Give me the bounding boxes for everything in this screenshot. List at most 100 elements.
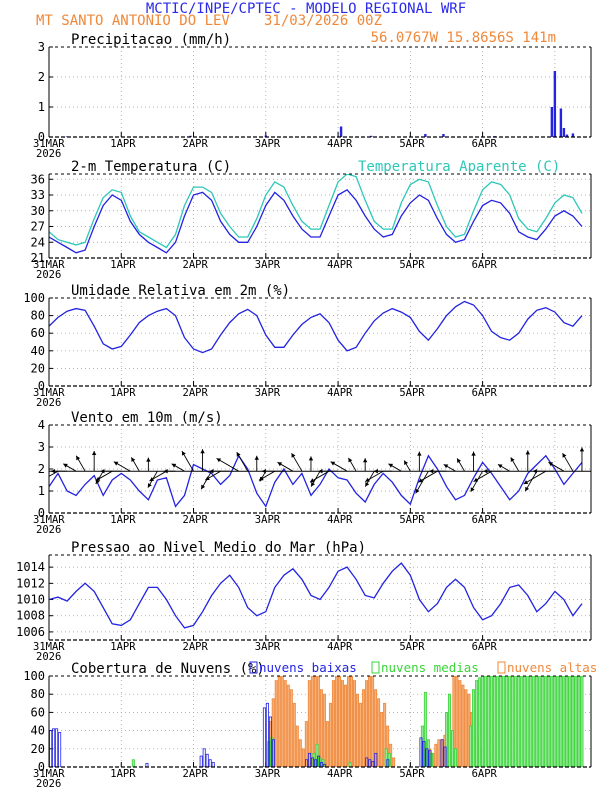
wind-arrow-head	[532, 469, 537, 474]
wind-arrow-head	[95, 476, 101, 481]
cloud-bar-nuvens-baixas	[55, 728, 59, 767]
cloud-bar-nuvens-medias	[529, 676, 533, 767]
wind-arrow-head	[330, 461, 336, 466]
x-tick-label: 1APR	[110, 641, 136, 653]
cloud-bar-nuvens-medias	[538, 676, 542, 767]
wind-arrow-head	[277, 462, 283, 467]
cloud-bar-nuvens-medias	[580, 676, 584, 767]
precip-bar	[559, 108, 563, 137]
cloud-bar-nuvens-altas	[452, 676, 456, 767]
wind-arrow-head	[579, 447, 585, 452]
y-tick-label: 33	[31, 188, 45, 202]
x-tick-label: 3APR	[255, 387, 281, 399]
wind-arrow-head	[308, 456, 314, 461]
wind-arrow-head	[510, 457, 515, 462]
wind-arrow-head	[348, 457, 353, 463]
cloud-bar-nuvens-medias	[481, 676, 485, 767]
cloud-bar-nuvens-medias	[541, 676, 545, 767]
x-tick-label: 3APR	[255, 259, 281, 271]
cloud-bar-nuvens-altas	[362, 689, 366, 767]
x-tick-label: 31MAR	[33, 641, 65, 653]
wind-arrow-head	[418, 478, 423, 483]
cloud-bar-nuvens-medias	[571, 676, 575, 767]
legend-swatch	[371, 661, 380, 674]
precip-bar	[424, 134, 427, 137]
cloud-bar-nuvens-baixas	[323, 763, 327, 767]
x-tick-label: 3APR	[255, 138, 281, 150]
x-tick-label: 3APR	[255, 514, 281, 526]
cloud-bar-nuvens-baixas	[49, 739, 50, 767]
cloud-bar-nuvens-medias	[502, 676, 506, 767]
header-run: 31/03/2026 00Z	[264, 13, 382, 29]
y-tick-label: 1006	[16, 625, 45, 639]
cloud-bar-nuvens-altas	[356, 693, 360, 767]
cloud-bar-nuvens-medias	[526, 676, 530, 767]
panel-wind: Vento em 10m (m/s) 0 1 2 3 4 31MAR 1APR 2APR 3APR…	[33, 410, 592, 536]
panel-title: 2-m Temperatura (C)	[71, 159, 231, 175]
wind-arrow-head	[147, 483, 152, 488]
cloud-bar-nuvens-medias	[550, 676, 554, 767]
wind-arrow-head	[365, 482, 370, 487]
cloud-bar-nuvens-altas	[365, 680, 369, 767]
wind-arrow-head	[91, 451, 97, 455]
cloud-bar-nuvens-altas	[271, 698, 275, 767]
precip-bar	[562, 128, 566, 137]
plot-area-rh	[49, 300, 583, 354]
y-tick-label: 4	[38, 418, 45, 432]
cloud-bar-nuvens-medias	[453, 748, 457, 767]
wind-arrow-head	[365, 477, 370, 482]
wind-arrow-head	[309, 478, 315, 483]
wind-arrow-head	[254, 455, 259, 460]
y-tick-label: 24	[31, 235, 45, 249]
cloud-bar-nuvens-altas	[374, 689, 378, 767]
cloud-bar-nuvens-baixas	[419, 737, 423, 767]
y-tick-label: 0	[38, 760, 45, 774]
wind-arrow-head	[318, 469, 323, 474]
cloud-bar-nuvens-altas	[295, 725, 299, 767]
wind-arrow-head	[51, 469, 56, 474]
cloud-bar-nuvens-altas	[434, 743, 438, 767]
cloud-bar-nuvens-medias	[577, 676, 581, 767]
x-tick-label: 31MAR	[33, 387, 65, 399]
cloud-bar-nuvens-altas	[283, 680, 287, 767]
cloud-bar-nuvens-altas	[346, 676, 350, 767]
cloud-bar-nuvens-baixas	[422, 741, 426, 767]
cloud-bar-nuvens-baixas	[317, 755, 321, 767]
wind-arrow-head	[404, 460, 409, 466]
cloud-bar-nuvens-medias	[574, 676, 578, 767]
y-tick-label: 60	[31, 705, 45, 719]
cloud-bar-nuvens-altas	[455, 676, 459, 767]
cloud-bar-nuvens-medias	[348, 762, 352, 767]
cloud-bar-nuvens-medias	[514, 676, 518, 767]
y-tick-label: 80	[31, 687, 45, 701]
x-tick-label: 1APR	[110, 768, 136, 780]
x-tick-label: 6APR	[472, 514, 498, 526]
series-line-Velocidade	[49, 454, 583, 508]
cloud-bar-nuvens-medias	[487, 676, 491, 767]
cloud-bar-nuvens-medias	[444, 712, 448, 767]
cloud-bar-nuvens-altas	[343, 684, 347, 767]
cloud-bar-nuvens-altas	[292, 702, 296, 767]
y-tick-label: 2	[38, 462, 45, 476]
cloud-bar-nuvens-medias	[520, 676, 524, 767]
wind-arrow-head	[113, 461, 119, 466]
x-tick-label: 6APR	[472, 138, 498, 150]
cloud-bar-nuvens-baixas	[199, 755, 203, 767]
wind-arrow-head	[236, 452, 241, 457]
cloud-bar-nuvens-medias	[490, 676, 494, 767]
precip-bar	[571, 133, 575, 137]
panel-title: Pressao ao Nivel Medio do Mar (hPa)	[71, 540, 366, 556]
wind-arrow	[415, 470, 429, 494]
cloud-bar-nuvens-altas	[437, 739, 441, 767]
cloud-bar-nuvens-baixas	[320, 762, 324, 767]
cloud-bar-nuvens-baixas	[440, 739, 444, 767]
x-tick-label: 5APR	[399, 641, 425, 653]
x-tick-label: 2APR	[183, 138, 209, 150]
wind-arrow-head	[163, 469, 168, 474]
x-tick-label: 1APR	[110, 259, 136, 271]
y-tick-label: 30	[31, 204, 45, 218]
cloud-bar-nuvens-altas	[458, 680, 462, 767]
x-year-label: 2026	[36, 778, 61, 790]
cloud-bar-nuvens-altas	[304, 721, 308, 767]
